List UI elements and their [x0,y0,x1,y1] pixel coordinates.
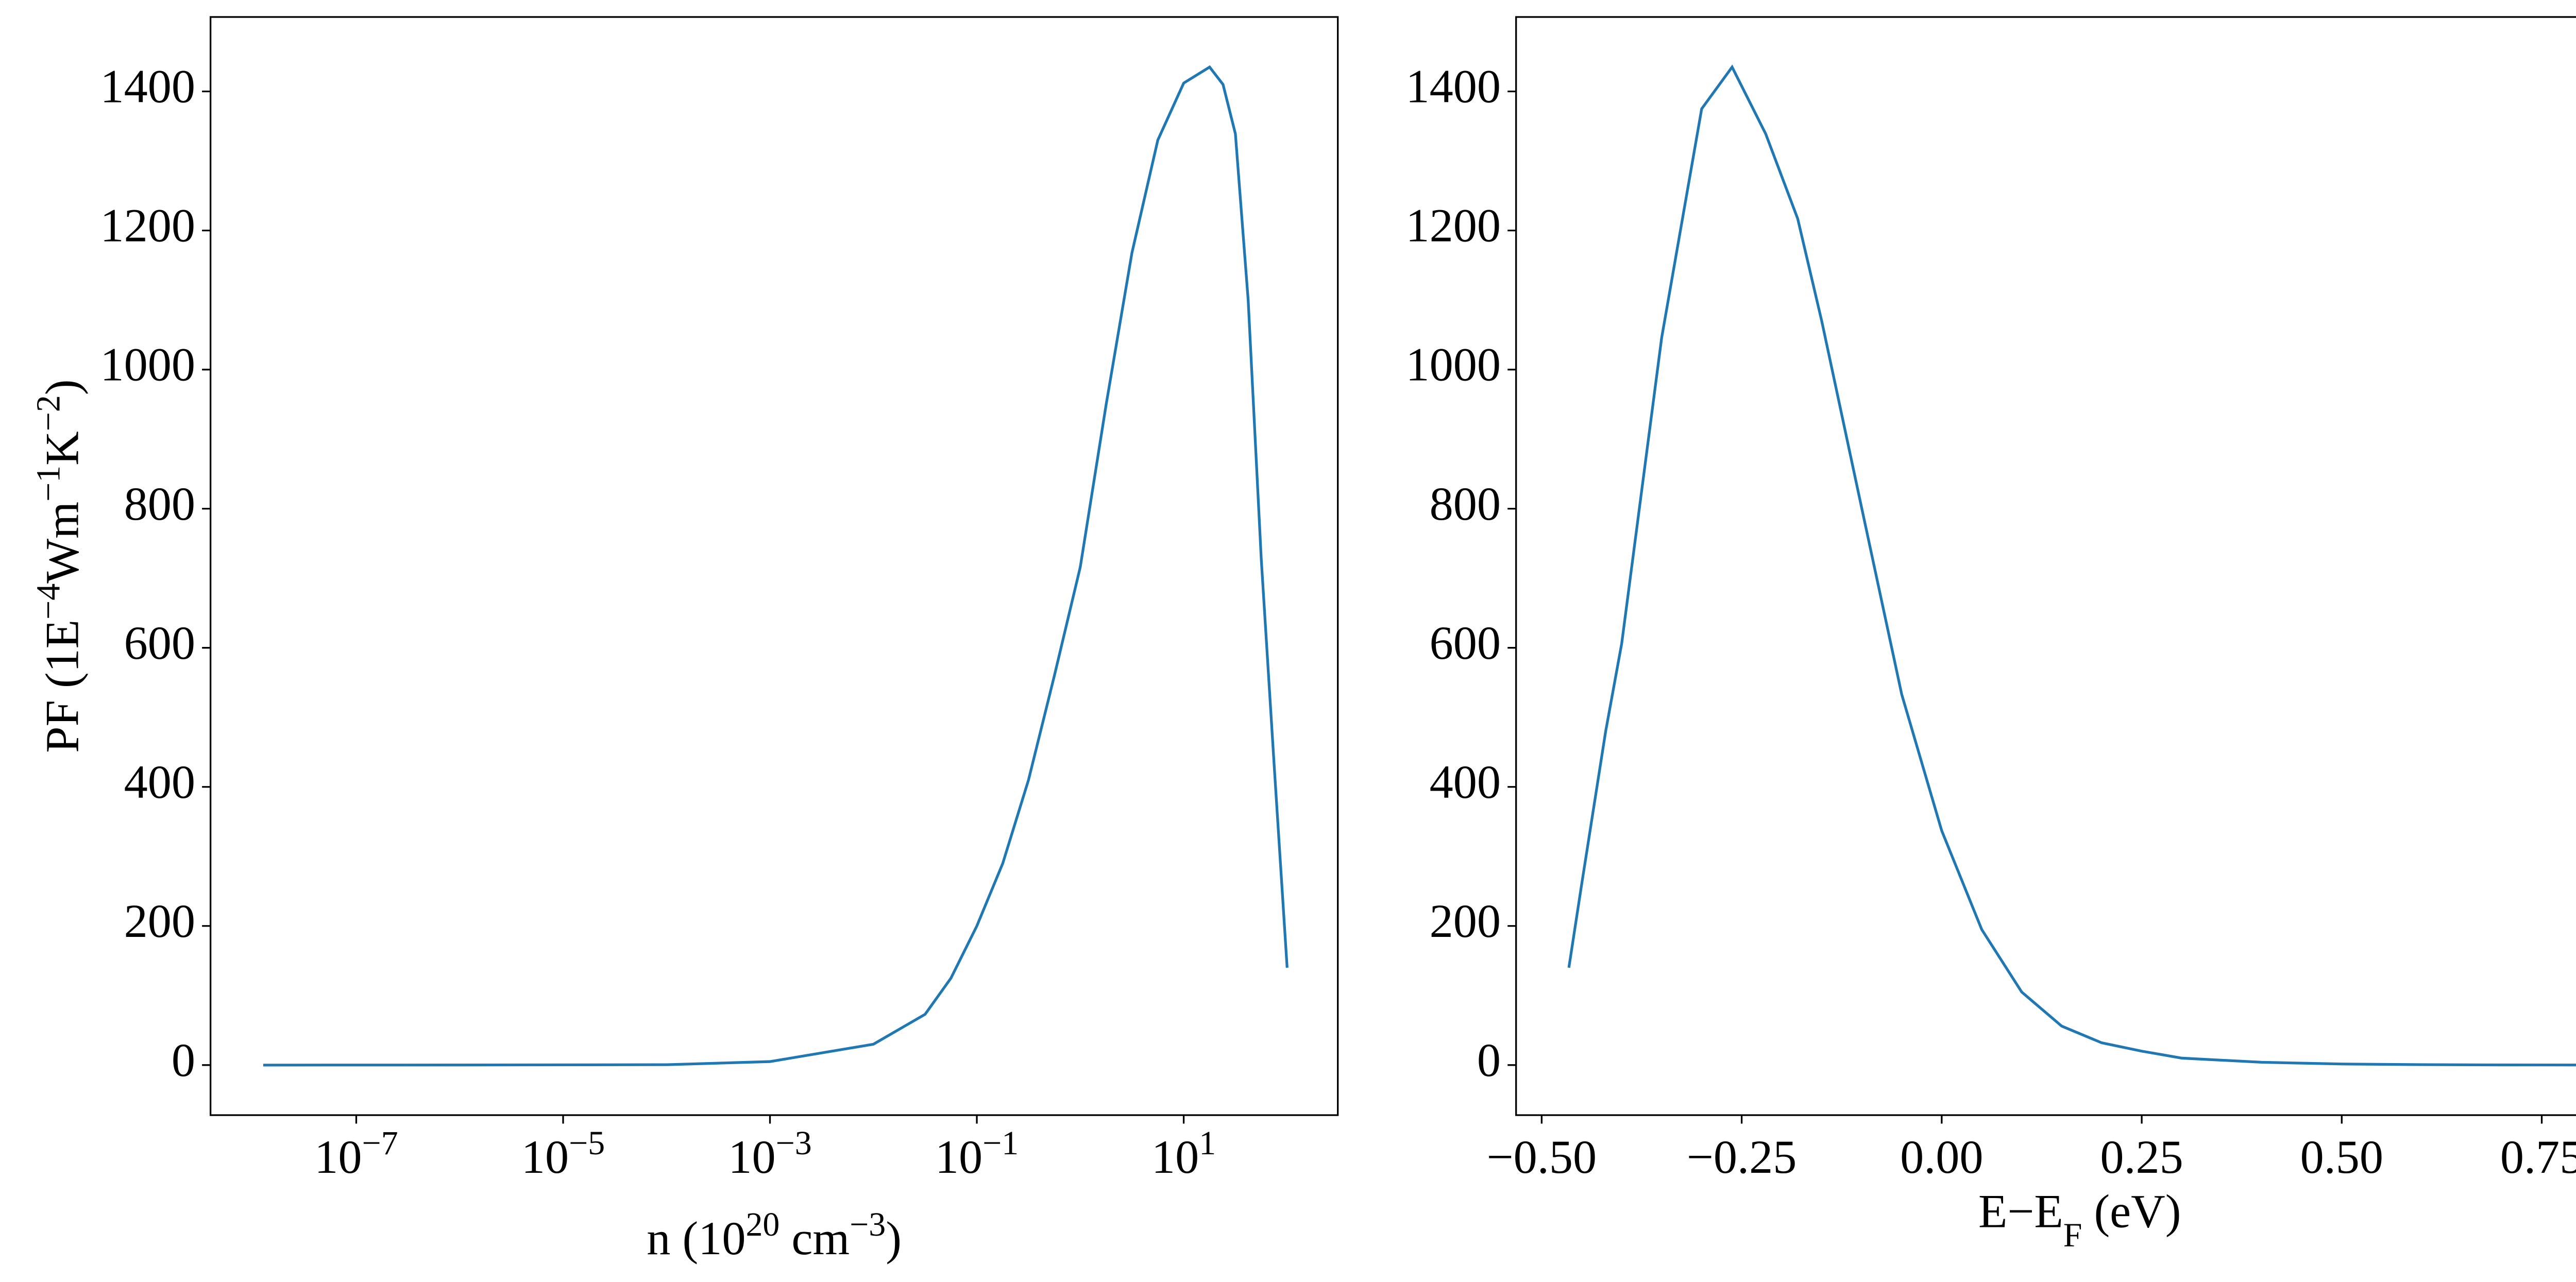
y-tick-label: 800 [124,477,195,530]
x-tick-label: 0.00 [1900,1131,1983,1183]
y-tick-label: 400 [1430,756,1501,808]
x-tick-label: 0.50 [2300,1131,2383,1183]
tick-base: 10 [1151,1131,1199,1183]
axes-frame [209,16,1339,1116]
label-text: ) [886,1212,902,1264]
x-tick-label: −0.50 [1487,1131,1597,1183]
label-text: Wm [36,502,89,584]
label-sup: −2 [29,395,67,431]
label-text: ) [36,379,89,395]
x-tick-label: −0.25 [1687,1131,1797,1183]
tick-base: 10 [728,1131,775,1183]
x-tick-label: 0.75 [2500,1131,2576,1183]
y-tick-label: 600 [1430,617,1501,669]
label-sub: F [2063,1216,2082,1254]
y-tick-label: 800 [1430,477,1501,530]
tick-base: 10 [935,1131,982,1183]
data-line [1567,64,2576,1067]
x-axis-label: n (1020 cm−3) [647,1206,902,1265]
label-text: PF (1E [36,620,89,753]
y-tick-label: 200 [1430,895,1501,947]
label-text: (eV) [2082,1185,2181,1238]
label-sup: −1 [29,466,67,502]
x-tick-label: 0.25 [2100,1131,2183,1183]
y-tick-label: 200 [124,895,195,947]
label-text: n (10 [647,1212,745,1264]
tick-exp: −7 [362,1124,398,1162]
y-tick-label: 0 [172,1034,195,1086]
x-axis-label: E−EF (eV) [1978,1185,2181,1254]
data-line [263,65,1289,1067]
label-text: E−E [1978,1185,2063,1238]
x-tick-label: 10−1 [935,1124,1019,1184]
x-tick-label: 101 [1151,1124,1216,1184]
y-tick-label: 1000 [1406,338,1501,391]
x-tick-label: 10−7 [314,1124,398,1184]
label-sup: 20 [745,1206,779,1243]
tick-exp: −5 [569,1124,605,1162]
label-text: K [36,431,89,466]
tick-base: 10 [314,1131,362,1183]
y-tick-label: 0 [1477,1034,1501,1086]
label-text: cm [779,1212,850,1264]
y-tick-label: 1400 [100,60,195,113]
tick-exp: 1 [1199,1124,1216,1162]
y-tick-label: 1200 [100,199,195,252]
y-tick-label: 1000 [100,338,195,391]
tick-exp: −3 [776,1124,812,1162]
y-tick-label: 1200 [1406,199,1501,252]
x-tick-label: 10−5 [521,1124,605,1184]
y-axis-label: PF (1E−4Wm−1K−2) [29,379,89,753]
tick-exp: −1 [982,1124,1019,1162]
y-tick-label: 1400 [1406,60,1501,113]
axes-frame [1515,16,2576,1116]
tick-base: 10 [521,1131,569,1183]
y-tick-label: 600 [124,617,195,669]
x-tick-label: 10−3 [728,1124,811,1184]
label-sup: −3 [850,1206,886,1243]
label-sup: −4 [29,584,67,620]
y-tick-label: 400 [124,756,195,808]
